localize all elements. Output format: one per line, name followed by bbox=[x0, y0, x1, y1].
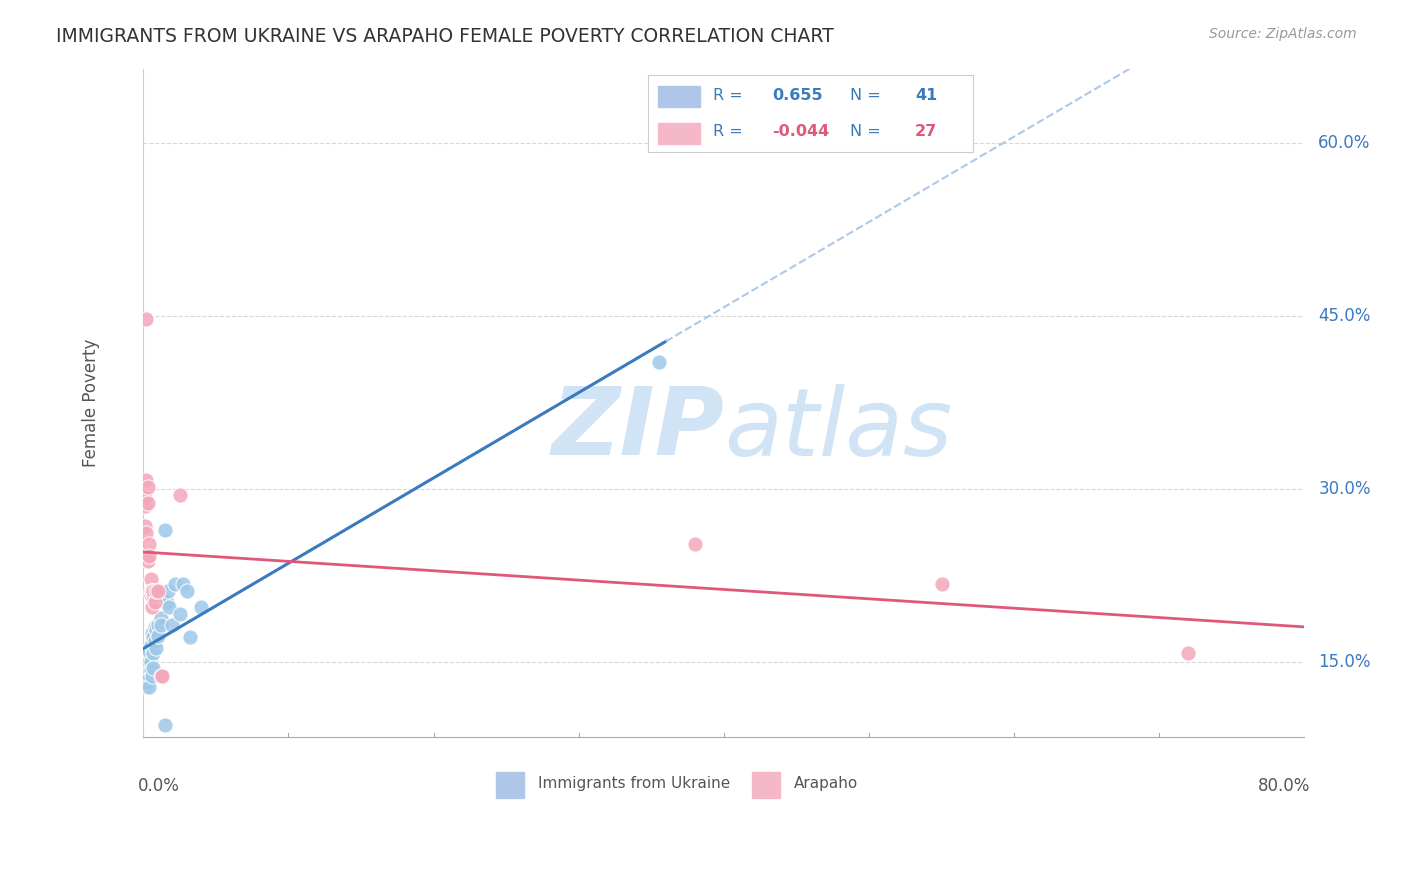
Text: 0.0%: 0.0% bbox=[138, 777, 180, 795]
Point bbox=[156, 583, 179, 598]
Point bbox=[141, 583, 163, 598]
Point bbox=[141, 626, 163, 640]
Point bbox=[149, 618, 172, 632]
Point bbox=[165, 576, 187, 591]
Point bbox=[141, 669, 163, 683]
Point bbox=[135, 311, 157, 326]
Point bbox=[153, 523, 176, 537]
Text: atlas: atlas bbox=[724, 384, 952, 475]
Point bbox=[146, 628, 169, 642]
Point bbox=[134, 519, 156, 533]
Point bbox=[136, 496, 159, 510]
Point bbox=[145, 641, 167, 656]
Point bbox=[172, 576, 194, 591]
Point bbox=[139, 572, 162, 586]
Point bbox=[138, 655, 160, 669]
Point bbox=[159, 599, 181, 614]
Point bbox=[139, 655, 162, 669]
Point bbox=[149, 611, 172, 625]
Point bbox=[145, 583, 167, 598]
Point bbox=[134, 500, 156, 514]
Point bbox=[169, 607, 191, 621]
Point bbox=[179, 630, 201, 644]
Point bbox=[143, 595, 166, 609]
Point bbox=[153, 718, 176, 732]
Point bbox=[136, 480, 159, 494]
Text: Source: ZipAtlas.com: Source: ZipAtlas.com bbox=[1209, 27, 1357, 41]
Point bbox=[138, 549, 160, 563]
Point bbox=[142, 630, 165, 644]
Point bbox=[139, 638, 162, 652]
Point bbox=[146, 583, 169, 598]
Point bbox=[146, 618, 169, 632]
Point bbox=[150, 590, 173, 604]
Point bbox=[176, 583, 198, 598]
Point bbox=[139, 588, 162, 602]
Point bbox=[149, 669, 172, 683]
Point bbox=[139, 583, 162, 598]
Point bbox=[162, 618, 184, 632]
Point bbox=[931, 576, 953, 591]
Point bbox=[134, 673, 156, 687]
Text: Female Poverty: Female Poverty bbox=[82, 339, 100, 467]
Point bbox=[134, 678, 156, 692]
Text: 45.0%: 45.0% bbox=[1319, 308, 1371, 326]
Text: 30.0%: 30.0% bbox=[1319, 480, 1371, 498]
Point bbox=[150, 586, 173, 600]
Point bbox=[136, 674, 159, 689]
Point bbox=[136, 554, 159, 568]
Point bbox=[141, 599, 163, 614]
Point bbox=[135, 675, 157, 690]
Point bbox=[138, 681, 160, 695]
Point bbox=[136, 666, 159, 681]
Point bbox=[143, 620, 166, 634]
Point bbox=[155, 595, 177, 609]
Point bbox=[169, 488, 191, 502]
Text: 15.0%: 15.0% bbox=[1319, 653, 1371, 671]
Text: ZIP: ZIP bbox=[551, 384, 724, 475]
Point bbox=[683, 537, 706, 551]
Text: IMMIGRANTS FROM UKRAINE VS ARAPAHO FEMALE POVERTY CORRELATION CHART: IMMIGRANTS FROM UKRAINE VS ARAPAHO FEMAL… bbox=[56, 27, 834, 45]
Text: 80.0%: 80.0% bbox=[1258, 777, 1310, 795]
Point bbox=[150, 669, 173, 683]
Point bbox=[138, 643, 160, 657]
Point bbox=[135, 681, 157, 695]
Point bbox=[136, 661, 159, 675]
Point bbox=[135, 473, 157, 487]
Point bbox=[143, 634, 166, 648]
Point bbox=[142, 588, 165, 602]
Point bbox=[647, 355, 669, 369]
Point bbox=[138, 537, 160, 551]
Point bbox=[135, 525, 157, 540]
Point bbox=[145, 623, 167, 637]
Point bbox=[139, 663, 162, 677]
Point bbox=[1177, 646, 1199, 660]
Point bbox=[142, 646, 165, 660]
Point bbox=[190, 599, 212, 614]
Point bbox=[142, 583, 165, 598]
Point bbox=[142, 661, 165, 675]
Point bbox=[134, 491, 156, 506]
Text: 60.0%: 60.0% bbox=[1319, 135, 1371, 153]
